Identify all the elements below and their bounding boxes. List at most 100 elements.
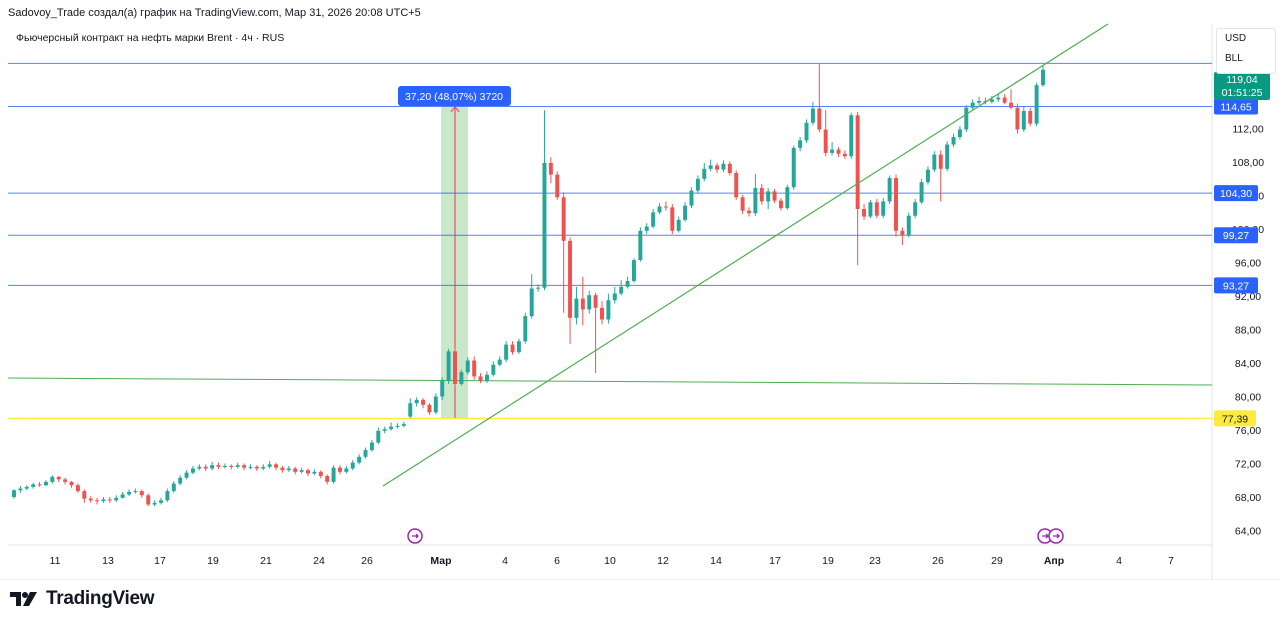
candle-body[interactable] bbox=[1009, 102, 1014, 108]
candle-body[interactable] bbox=[210, 465, 215, 469]
candle-body[interactable] bbox=[964, 107, 969, 130]
candle-body[interactable] bbox=[1028, 111, 1033, 124]
candle-body[interactable] bbox=[676, 219, 681, 231]
candle-body[interactable] bbox=[299, 470, 304, 472]
candle-body[interactable] bbox=[312, 471, 317, 474]
candle-body[interactable] bbox=[868, 202, 873, 217]
candle-body[interactable] bbox=[689, 190, 694, 206]
candle-body[interactable] bbox=[165, 491, 170, 501]
candle-body[interactable] bbox=[242, 465, 247, 468]
candle-body[interactable] bbox=[970, 102, 975, 108]
candle-body[interactable] bbox=[369, 442, 374, 451]
candle-body[interactable] bbox=[977, 101, 982, 103]
candle-body[interactable] bbox=[88, 498, 93, 501]
candle-body[interactable] bbox=[101, 499, 106, 502]
support-line[interactable] bbox=[7, 377, 1213, 386]
unit-label[interactable]: BLL bbox=[1225, 53, 1243, 64]
candle-body[interactable] bbox=[286, 468, 291, 471]
candle-body[interactable] bbox=[504, 344, 509, 360]
candle-body[interactable] bbox=[753, 188, 758, 214]
candle-body[interactable] bbox=[75, 485, 80, 492]
candle-body[interactable] bbox=[747, 210, 751, 214]
candle-body[interactable] bbox=[874, 202, 879, 216]
candle-body[interactable] bbox=[913, 202, 918, 216]
candle-body[interactable] bbox=[715, 165, 720, 170]
candle-body[interactable] bbox=[651, 212, 656, 227]
candle-body[interactable] bbox=[625, 280, 630, 287]
candle-body[interactable] bbox=[178, 477, 183, 484]
candle-body[interactable] bbox=[932, 154, 937, 170]
candle-body[interactable] bbox=[606, 300, 611, 320]
candle-body[interactable] bbox=[663, 206, 668, 208]
candle-body[interactable] bbox=[127, 491, 132, 495]
candle-body[interactable] bbox=[414, 399, 419, 404]
candle-body[interactable] bbox=[1034, 85, 1039, 124]
candle-body[interactable] bbox=[855, 115, 860, 209]
candle-body[interactable] bbox=[63, 479, 68, 482]
candle-body[interactable] bbox=[523, 316, 528, 342]
candle-body[interactable] bbox=[43, 481, 48, 486]
candle-body[interactable] bbox=[152, 502, 157, 505]
candle-body[interactable] bbox=[350, 462, 355, 469]
candle-body[interactable] bbox=[465, 360, 470, 373]
candle-body[interactable] bbox=[791, 147, 796, 188]
rising-trend-line[interactable] bbox=[382, 23, 1109, 487]
candle-body[interactable] bbox=[593, 295, 598, 308]
candle-body[interactable] bbox=[95, 500, 100, 502]
candle-body[interactable] bbox=[695, 178, 700, 191]
candle-body[interactable] bbox=[248, 466, 253, 468]
candle-body[interactable] bbox=[216, 465, 221, 467]
candle-body[interactable] bbox=[670, 207, 675, 231]
candle-body[interactable] bbox=[740, 197, 745, 211]
candle-body[interactable] bbox=[817, 108, 822, 130]
candle-body[interactable] bbox=[120, 494, 125, 498]
candle-body[interactable] bbox=[293, 468, 298, 472]
candle-body[interactable] bbox=[331, 467, 336, 482]
candle-body[interactable] bbox=[721, 163, 726, 170]
candle-body[interactable] bbox=[957, 129, 962, 138]
candle-body[interactable] bbox=[190, 468, 195, 473]
candle-body[interactable] bbox=[344, 468, 349, 472]
candle-body[interactable] bbox=[925, 169, 930, 183]
candle-body[interactable] bbox=[536, 287, 541, 289]
candle-body[interactable] bbox=[702, 168, 707, 179]
candle-body[interactable] bbox=[107, 499, 112, 501]
candle-body[interactable] bbox=[810, 108, 815, 123]
candle-body[interactable] bbox=[146, 495, 151, 505]
candle-body[interactable] bbox=[734, 173, 739, 198]
candle-body[interactable] bbox=[197, 466, 202, 469]
candle-body[interactable] bbox=[184, 472, 189, 478]
candle-body[interactable] bbox=[12, 490, 16, 497]
candle-body[interactable] bbox=[235, 465, 240, 467]
candle-body[interactable] bbox=[139, 491, 144, 496]
candle-body[interactable] bbox=[631, 260, 636, 281]
candle-body[interactable] bbox=[881, 201, 886, 216]
candle-body[interactable] bbox=[798, 140, 803, 148]
candle-body[interactable] bbox=[938, 154, 943, 169]
candle-body[interactable] bbox=[50, 476, 55, 482]
candle-body[interactable] bbox=[657, 206, 662, 213]
price-scale-unit-box[interactable]: USD BLL bbox=[1216, 28, 1276, 74]
candle-body[interactable] bbox=[478, 376, 483, 381]
candle-body[interactable] bbox=[600, 307, 604, 320]
candle-body[interactable] bbox=[906, 215, 911, 235]
tradingview-branding[interactable]: TradingView bbox=[10, 588, 155, 610]
candle-body[interactable] bbox=[548, 162, 553, 175]
candle-body[interactable] bbox=[31, 484, 36, 487]
candle-body[interactable] bbox=[401, 424, 406, 426]
candle-body[interactable] bbox=[708, 165, 713, 169]
candle-body[interactable] bbox=[133, 491, 138, 493]
candle-body[interactable] bbox=[37, 484, 42, 486]
candle-body[interactable] bbox=[785, 187, 790, 209]
candle-body[interactable] bbox=[497, 359, 502, 365]
candle-body[interactable] bbox=[727, 163, 732, 174]
candle-body[interactable] bbox=[555, 174, 560, 198]
candle-body[interactable] bbox=[778, 200, 783, 209]
candle-body[interactable] bbox=[171, 483, 176, 492]
candle-body[interactable] bbox=[638, 230, 643, 261]
candle-body[interactable] bbox=[261, 466, 266, 469]
candle-body[interactable] bbox=[510, 344, 515, 353]
candle-body[interactable] bbox=[887, 178, 892, 202]
candle-body[interactable] bbox=[644, 226, 649, 231]
candle-body[interactable] bbox=[842, 153, 847, 157]
